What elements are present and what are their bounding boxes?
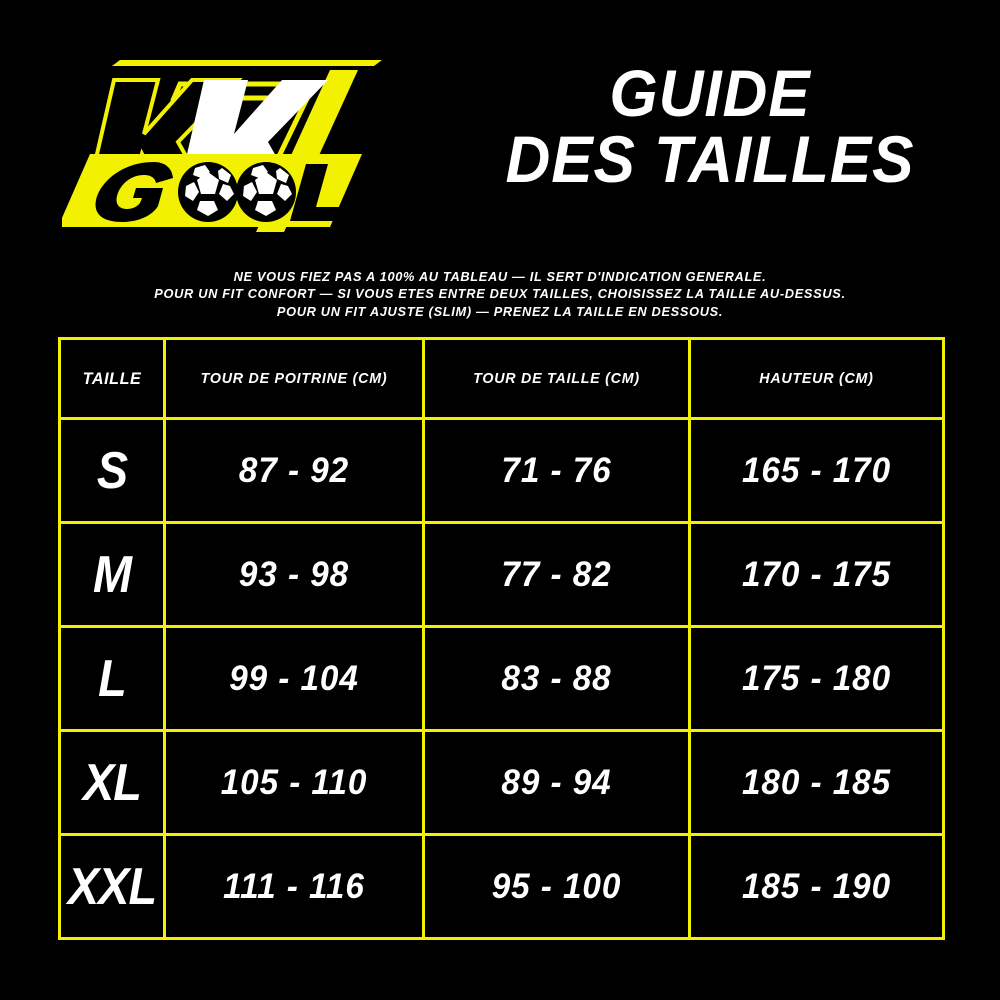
column-header-chest: TOUR DE POITRINE (CM): [163, 337, 425, 420]
logo-soccer-ball-2: [236, 162, 296, 222]
cell-chest: 105 - 110: [163, 729, 425, 836]
brand-logo: [62, 42, 422, 242]
cell-height: 185 - 190: [688, 833, 945, 940]
table-row: XXL 111 - 116 95 - 100 185 - 190: [58, 833, 945, 940]
header: GUIDE DES TAILLES: [0, 0, 1000, 262]
column-header-height: HAUTEUR (CM): [688, 337, 945, 420]
cell-waist: 71 - 76: [422, 417, 691, 524]
cell-chest: 93 - 98: [163, 521, 425, 628]
column-header-size: TAILLE: [58, 337, 166, 420]
page-title-line-1: GUIDE: [609, 56, 811, 130]
guidance-note-1: NE VOUS FIEZ PAS A 100% AU TABLEAU — IL …: [233, 269, 767, 284]
cell-size: XXL: [58, 833, 166, 940]
size-chart-table: TAILLE TOUR DE POITRINE (CM) TOUR DE TAI…: [58, 337, 945, 940]
guidance-notes: NE VOUS FIEZ PAS A 100% AU TABLEAU — IL …: [0, 268, 1000, 320]
column-header-waist: TOUR DE TAILLE (CM): [422, 337, 691, 420]
table-row: XL 105 - 110 89 - 94 180 - 185: [58, 729, 945, 836]
cell-height: 165 - 170: [688, 417, 945, 524]
cell-height: 170 - 175: [688, 521, 945, 628]
table-row: M 93 - 98 77 - 82 170 - 175: [58, 521, 945, 628]
logo-gool-letters: [95, 162, 344, 222]
cell-waist: 95 - 100: [422, 833, 691, 940]
table-row: S 87 - 92 71 - 76 165 - 170: [58, 417, 945, 524]
logo-soccer-ball-1: [178, 162, 238, 222]
cell-size: XL: [58, 729, 166, 836]
page-title-line-2: DES TAILLES: [505, 122, 915, 197]
cell-size: S: [58, 417, 166, 524]
guidance-note-2: POUR UN FIT CONFORT — SI VOUS ETES ENTRE…: [154, 286, 846, 302]
page-title: GUIDE DES TAILLES: [440, 56, 980, 197]
cell-waist: 89 - 94: [422, 729, 691, 836]
cell-size: L: [58, 625, 166, 732]
table-row: L 99 - 104 83 - 88 175 - 180: [58, 625, 945, 732]
guidance-note-3: POUR UN FIT AJUSTE (SLIM) — PRENEZ LA TA…: [276, 303, 724, 319]
cell-chest: 87 - 92: [163, 417, 425, 524]
logo-top-rule: [112, 60, 382, 66]
cell-height: 180 - 185: [688, 729, 945, 836]
brand-logo-graphic: [62, 60, 382, 232]
cell-chest: 111 - 116: [163, 833, 425, 940]
cell-height: 175 - 180: [688, 625, 945, 732]
cell-size: M: [58, 521, 166, 628]
table-header-row: TAILLE TOUR DE POITRINE (CM) TOUR DE TAI…: [58, 337, 945, 420]
cell-waist: 83 - 88: [422, 625, 691, 732]
cell-chest: 99 - 104: [163, 625, 425, 732]
cell-waist: 77 - 82: [422, 521, 691, 628]
